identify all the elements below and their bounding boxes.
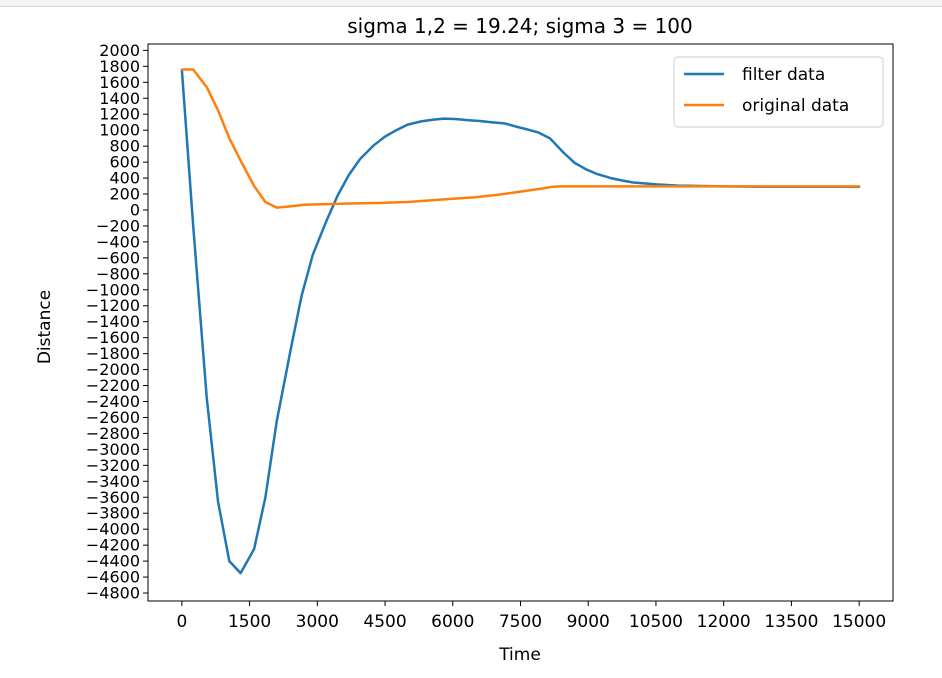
y-tick-label: −4400 <box>86 552 140 571</box>
y-tick-label: −3400 <box>86 472 140 491</box>
series-line-original-data <box>180 68 861 209</box>
y-tick-label: −2200 <box>86 376 140 395</box>
legend-box <box>673 56 884 128</box>
x-tick-label: 9000 <box>567 612 610 632</box>
x-tick-label: 3000 <box>296 612 339 632</box>
y-tick-label: −200 <box>96 216 140 235</box>
y-tick-label: −2800 <box>86 424 140 443</box>
series-line-filter-data <box>180 69 861 575</box>
y-tick-label: 1800 <box>99 57 140 76</box>
y-tick-label: −4800 <box>86 584 140 603</box>
y-tick-label: 400 <box>109 169 140 188</box>
y-tick-label: −400 <box>96 232 140 251</box>
y-tick-label: 200 <box>109 185 140 204</box>
y-tick-label: −4200 <box>86 536 140 555</box>
y-tick-label: 800 <box>109 137 140 156</box>
x-axis: 0 1500 3000 4500 6000 7500 9000 10500 12000 13500… <box>176 601 886 632</box>
x-tick-label: 13500 <box>764 612 818 632</box>
notebook-cell-top-border <box>0 0 942 7</box>
x-tick-label: 6000 <box>431 612 474 632</box>
y-tick-label: −1200 <box>86 296 140 315</box>
x-tick-label: 10500 <box>629 612 683 632</box>
legend-label-original-data: original data <box>742 96 849 116</box>
series-lines <box>180 68 861 575</box>
y-tick-label: 1000 <box>99 121 140 140</box>
x-tick-label: 4500 <box>363 612 406 632</box>
legend-label-filter-data: filter data <box>742 65 825 85</box>
y-axis: 2000180016001400120010008006004002000−20… <box>86 41 148 603</box>
y-tick-label: −3000 <box>86 440 140 459</box>
x-tick-label: 7500 <box>499 612 542 632</box>
y-tick-label: 600 <box>109 153 140 172</box>
y-tick-label: 1400 <box>99 89 140 108</box>
y-tick-label: −4000 <box>86 520 140 539</box>
y-tick-label: −2600 <box>86 408 140 427</box>
y-tick-label: −2400 <box>86 392 140 411</box>
y-tick-label: −3800 <box>86 504 140 523</box>
y-tick-label: −4600 <box>86 568 140 587</box>
y-tick-label: 0 <box>130 200 140 219</box>
y-axis-label: Distance <box>35 290 55 364</box>
x-tick-label: 15000 <box>832 612 886 632</box>
x-tick-label: 12000 <box>697 612 751 632</box>
y-tick-label: −1800 <box>86 344 140 363</box>
y-tick-label: −1400 <box>86 312 140 331</box>
y-tick-label: 1600 <box>99 73 140 92</box>
y-tick-label: −2000 <box>86 360 140 379</box>
y-tick-label: −1000 <box>86 280 140 299</box>
y-tick-label: 1200 <box>99 105 140 124</box>
x-tick-label: 0 <box>176 612 187 632</box>
y-tick-label: −1600 <box>86 328 140 347</box>
x-tick-label: 1500 <box>228 612 271 632</box>
y-tick-label: −600 <box>96 248 140 267</box>
y-tick-label: −3200 <box>86 456 140 475</box>
y-tick-label: −800 <box>96 264 140 283</box>
x-axis-label: Time <box>498 645 541 665</box>
legend: filter data original data <box>673 56 884 128</box>
chart-title: sigma 1,2 = 19.24; sigma 3 = 100 <box>347 14 693 38</box>
y-tick-label: −3600 <box>86 488 140 507</box>
y-tick-label: 2000 <box>99 41 140 60</box>
